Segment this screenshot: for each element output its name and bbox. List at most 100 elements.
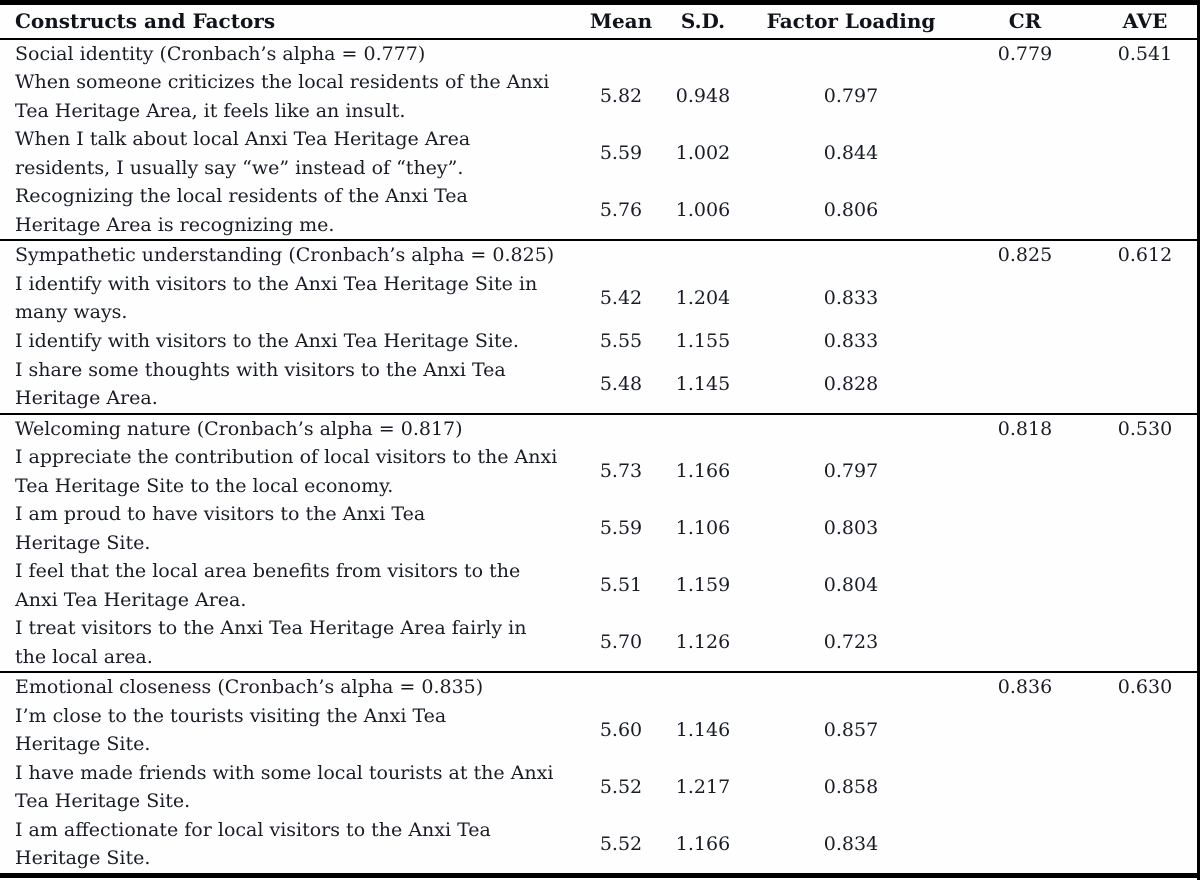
item-text-cell: I am affectionate for local visitors to … [15,818,491,870]
sd-value-cell: 1.159 [675,574,731,597]
ave-value-cell [1090,356,1200,414]
sd-cell [664,412,742,443]
cr-value-cell: 0.836 [960,671,1090,702]
item-text-cell: When I talk about local Anxi Tea Heritag… [15,128,471,179]
item-row: Recognizing the local residents of the A… [0,182,1200,240]
item-text-cell: When someone criticizes the local reside… [15,71,550,122]
sd-cell [664,671,742,702]
loading-value-cell: 0.828 [823,372,879,395]
sd-value-cell: 1.002 [675,142,731,165]
ave-value-cell [1090,125,1200,182]
loading-value-cell: 0.797 [823,460,879,483]
cr-value-cell: 0.825 [960,239,1090,270]
mean-cell [578,37,664,68]
ave-value-cell [1090,500,1200,557]
item-text-cell: I appreciate the contribution of local v… [15,446,558,497]
item-text-cell: I’m close to the tourists visiting the A… [15,704,447,756]
ave-value-cell: 0.530 [1090,412,1200,443]
ave-value-cell [1090,816,1200,876]
item-row: I’m close to the tourists visiting the A… [0,702,1200,759]
loading-cell [742,671,960,702]
ave-value-cell [1090,443,1200,500]
mean-value-cell: 5.73 [599,460,643,483]
cr-value-cell [960,125,1090,182]
ave-value-cell [1090,614,1200,672]
item-row: I treat visitors to the Anxi Tea Heritag… [0,614,1200,672]
cr-value-cell: 0.818 [960,412,1090,443]
cr-value-cell [960,270,1090,327]
mean-value-cell: 5.55 [599,329,643,352]
construct-row: Welcoming nature (Cronbach’s alpha = 0.8… [0,412,1200,443]
table-body: Social identity (Cronbach’s alpha = 0.77… [0,37,1200,876]
col-header-constructs-and-factors: Constructs and Factors [0,2,578,40]
sd-value-cell: 1.106 [675,517,731,540]
right-edge-rule [1197,0,1200,880]
item-text-cell: I identify with visitors to the Anxi Tea… [15,272,538,324]
ave-value-cell: 0.630 [1090,671,1200,702]
ave-value-cell: 0.541 [1090,37,1200,68]
mean-value-cell: 5.52 [599,832,643,855]
loading-value-cell: 0.833 [823,286,879,309]
cr-value-cell [960,182,1090,240]
construct-name-cell: Emotional closeness (Cronbach’s alpha = … [0,671,578,702]
item-row: When someone criticizes the local reside… [0,68,1200,125]
sd-value-cell: 1.006 [675,199,731,222]
item-text-cell: I identify with visitors to the Anxi Tea… [15,329,519,352]
ave-value-cell [1090,557,1200,614]
cr-value-cell [960,557,1090,614]
construct-name-cell: Social identity (Cronbach’s alpha = 0.77… [0,37,578,68]
cr-value-cell [960,702,1090,759]
mean-value-cell: 5.70 [599,631,643,654]
cr-value-cell [960,443,1090,500]
sd-cell [664,37,742,68]
cr-value-cell [960,68,1090,125]
cr-value-cell [960,500,1090,557]
construct-name-cell: Welcoming nature (Cronbach’s alpha = 0.8… [0,412,578,443]
construct-name-cell: Sympathetic understanding (Cronbach’s al… [0,239,578,270]
construct-row: Emotional closeness (Cronbach’s alpha = … [0,671,1200,702]
item-text-cell: I feel that the local area benefits from… [15,560,521,611]
ave-value-cell [1090,759,1200,816]
sd-value-cell: 1.146 [675,718,731,741]
loading-value-cell: 0.806 [823,199,879,222]
item-row: I am affectionate for local visitors to … [0,816,1200,876]
col-header-cr: CR [960,2,1090,40]
mean-cell [578,671,664,702]
item-row: I am proud to have visitors to the Anxi … [0,500,1200,557]
loading-value-cell: 0.723 [823,631,879,654]
item-row: I have made friends with some local tour… [0,759,1200,816]
loading-value-cell: 0.804 [823,574,879,597]
mean-value-cell: 5.52 [599,775,643,798]
cr-value-cell: 0.779 [960,37,1090,68]
cr-value-cell [960,356,1090,414]
col-header-sd: S.D. [664,2,742,40]
loading-value-cell: 0.844 [823,142,879,165]
item-row: I identify with visitors to the Anxi Tea… [0,270,1200,327]
cr-value-cell [960,327,1090,356]
sd-value-cell: 1.126 [675,631,731,654]
sd-value-cell: 1.155 [675,329,731,352]
col-header-factor-loading: Factor Loading [742,2,960,40]
mean-cell [578,412,664,443]
sd-value-cell: 1.217 [675,775,731,798]
col-header-mean: Mean [578,2,664,40]
item-text-cell: I treat visitors to the Anxi Tea Heritag… [15,617,527,668]
mean-value-cell: 5.60 [599,718,643,741]
ave-value-cell [1090,270,1200,327]
loading-value-cell: 0.833 [823,329,879,352]
mean-value-cell: 5.42 [599,286,643,309]
loading-value-cell: 0.797 [823,85,879,108]
mean-value-cell: 5.48 [599,372,643,395]
item-row: I feel that the local area benefits from… [0,557,1200,614]
sd-value-cell: 1.166 [675,832,731,855]
item-row: I identify with visitors to the Anxi Tea… [0,327,1200,356]
header-row: Constructs and Factors Mean S.D. Factor … [0,2,1200,40]
sd-value-cell: 1.145 [675,372,731,395]
loading-value-cell: 0.834 [823,832,879,855]
mean-value-cell: 5.59 [599,517,643,540]
sd-cell [664,239,742,270]
mean-cell [578,239,664,270]
loading-value-cell: 0.857 [823,718,879,741]
